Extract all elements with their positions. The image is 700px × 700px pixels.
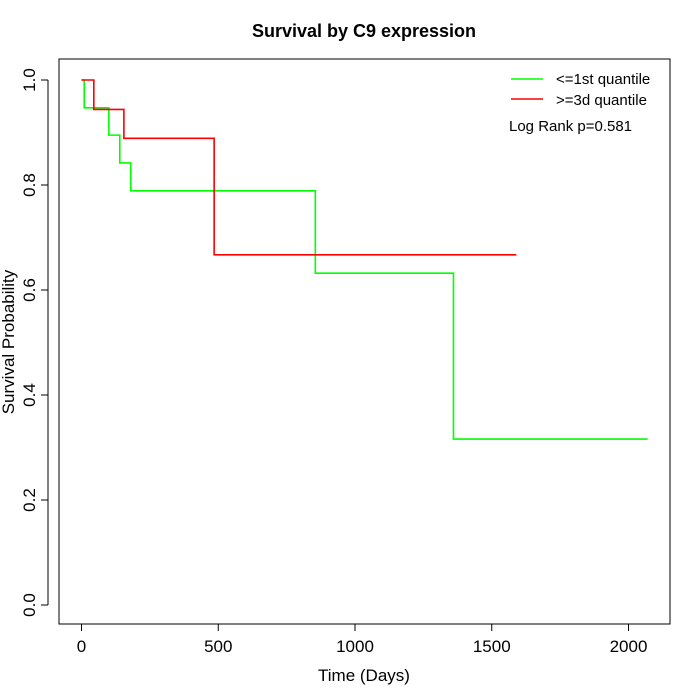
legend: <=1st quantile >=3d quantile: [511, 71, 650, 109]
x-tick-label: 2000: [610, 637, 648, 656]
x-axis-label: Time (Days): [318, 666, 410, 685]
y-tick-label: 0.4: [20, 383, 39, 407]
x-axis: 0 500 1000 1500 2000: [77, 623, 648, 656]
y-tick-label: 0.6: [20, 278, 39, 302]
y-tick-label: 0.8: [20, 173, 39, 197]
plot-frame: [58, 58, 671, 625]
series-line-2: [81, 79, 517, 256]
y-axis-label: Survival Probability: [0, 269, 18, 414]
x-tick-label: 1500: [473, 637, 511, 656]
x-tick-label: 0: [77, 637, 86, 656]
series-line-1: [81, 79, 648, 440]
y-tick-label: 1.0: [20, 68, 39, 92]
x-tick-label: 1000: [336, 637, 374, 656]
chart-title: Survival by C9 expression: [252, 21, 476, 41]
legend-label-series-1: <=1st quantile: [556, 71, 650, 88]
y-tick-label: 0.2: [20, 488, 39, 512]
legend-label-series-2: >=3d quantile: [556, 92, 647, 109]
y-axis: 0.0 0.2 0.4 0.6 0.8 1.0: [20, 68, 49, 617]
y-tick-label: 0.0: [20, 593, 39, 617]
series-layer: [81, 79, 648, 440]
log-rank-annotation: Log Rank p=0.581: [509, 118, 632, 135]
x-tick-label: 500: [204, 637, 232, 656]
